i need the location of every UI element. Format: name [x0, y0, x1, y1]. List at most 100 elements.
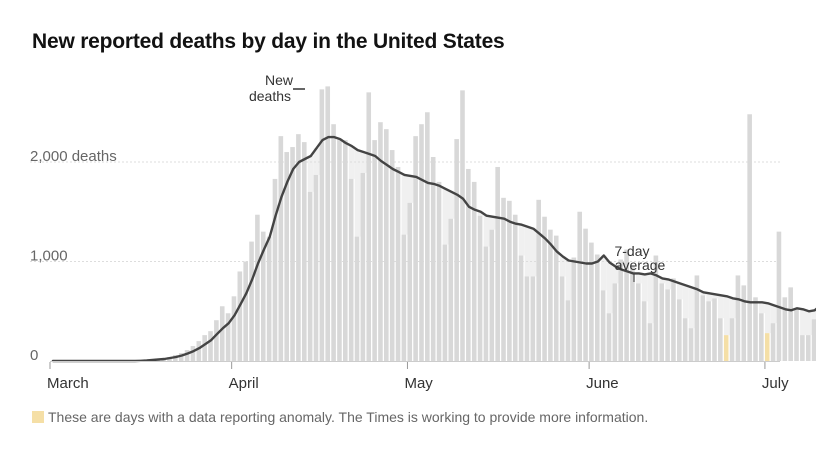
x-tick-label: June [586, 375, 619, 392]
daily-bar [700, 295, 706, 361]
average-band-segment [407, 175, 414, 203]
daily-bar [800, 335, 805, 361]
daily-bar [577, 211, 582, 361]
daily-bar [384, 129, 389, 361]
daily-bar [682, 318, 688, 361]
average-band-segment [489, 216, 496, 230]
daily-bar [219, 306, 225, 361]
anomaly-bar [723, 335, 729, 361]
x-axis-labels: March April May June July [47, 362, 789, 392]
daily-bar [255, 214, 260, 361]
average-band-segment [483, 215, 490, 247]
daily-bar [190, 346, 196, 361]
daily-bar [249, 241, 254, 361]
new-deaths-annotation-line-1: New [265, 72, 294, 88]
daily-bar [448, 218, 454, 361]
daily-bar [378, 122, 383, 361]
daily-bar [559, 276, 565, 361]
y-tick-label: 2,000 deaths [30, 148, 117, 165]
daily-bar [811, 319, 816, 361]
footnote: These are days with a data reporting ano… [32, 409, 648, 425]
daily-bar [530, 276, 536, 361]
daily-bar [337, 140, 342, 361]
average-band-segment [718, 295, 724, 319]
average-band-segment [518, 224, 525, 256]
daily-bar [407, 202, 413, 361]
daily-bar [348, 178, 354, 361]
daily-bar [636, 283, 641, 361]
daily-bar [536, 199, 541, 361]
average-band-segment [524, 226, 531, 277]
daily-bar [214, 320, 219, 361]
daily-bar [419, 124, 424, 361]
daily-bar [313, 174, 319, 361]
footnote-text: These are days with a data reporting ano… [48, 409, 649, 425]
daily-bar [325, 86, 331, 361]
average-band-segment [723, 296, 730, 336]
daily-bar [694, 275, 700, 361]
daily-bar [231, 296, 237, 361]
y-tick-label: 0 [30, 347, 38, 364]
daily-bar [307, 191, 313, 361]
daily-bar [735, 275, 741, 361]
daily-bar [782, 297, 788, 361]
daily-bar [301, 142, 307, 361]
daily-bar [524, 276, 530, 361]
daily-bar [677, 299, 682, 361]
daily-bar [454, 139, 459, 361]
daily-bar [466, 168, 471, 361]
daily-bar [477, 215, 483, 361]
daily-bar [788, 287, 793, 361]
daily-bar [507, 200, 512, 361]
daily-bar [208, 331, 213, 361]
daily-bar [260, 231, 266, 361]
y-tick-label: 1,000 [30, 248, 68, 265]
daily-bar [489, 229, 495, 361]
average-band-segment [448, 191, 455, 219]
daily-bar [436, 181, 442, 361]
new-deaths-annotation-line-2: deaths [249, 88, 291, 104]
daily-bar [243, 261, 248, 361]
average-band-layer [307, 139, 816, 336]
daily-bar [483, 246, 489, 361]
daily-bar [688, 328, 694, 361]
daily-bar [706, 301, 711, 361]
anomaly-bar [764, 333, 770, 361]
average-band-segment [659, 278, 666, 284]
daily-bar [624, 249, 629, 361]
average-band-segment [641, 274, 648, 302]
daily-bar [759, 313, 764, 361]
daily-bar [202, 335, 207, 361]
average-band-segment [688, 287, 695, 329]
daily-bar [430, 157, 436, 361]
daily-bar [296, 134, 301, 361]
average-band-segment [307, 156, 314, 192]
daily-bar [518, 255, 524, 361]
deaths-chart: 0 1,000 2,000 deaths March April May June July… [30, 72, 816, 392]
average-band-segment [530, 228, 537, 277]
daily-bar [594, 254, 600, 361]
average-band-segment [764, 303, 771, 334]
daily-bar [718, 318, 723, 361]
daily-bar [278, 136, 284, 361]
average-band-segment [606, 262, 613, 314]
average-band-segment [354, 150, 361, 237]
average-band-segment [759, 302, 765, 314]
daily-bar [712, 298, 717, 361]
average-band-segment [805, 311, 812, 336]
average-band-segment [712, 294, 719, 299]
daily-bar [665, 289, 670, 361]
average-band-segment [442, 188, 449, 245]
daily-bar [770, 323, 776, 361]
x-tick-label: May [404, 375, 433, 392]
average-band-segment [682, 285, 689, 319]
average-band-segment [700, 292, 707, 296]
daily-bar [618, 259, 624, 361]
seven-day-average-layer [51, 135, 816, 363]
average-band-segment [811, 310, 816, 320]
daily-deaths-bars [137, 86, 816, 362]
average-band-segment [477, 211, 484, 216]
daily-bar [565, 300, 571, 361]
daily-bar [571, 257, 577, 361]
daily-bar [237, 271, 243, 361]
